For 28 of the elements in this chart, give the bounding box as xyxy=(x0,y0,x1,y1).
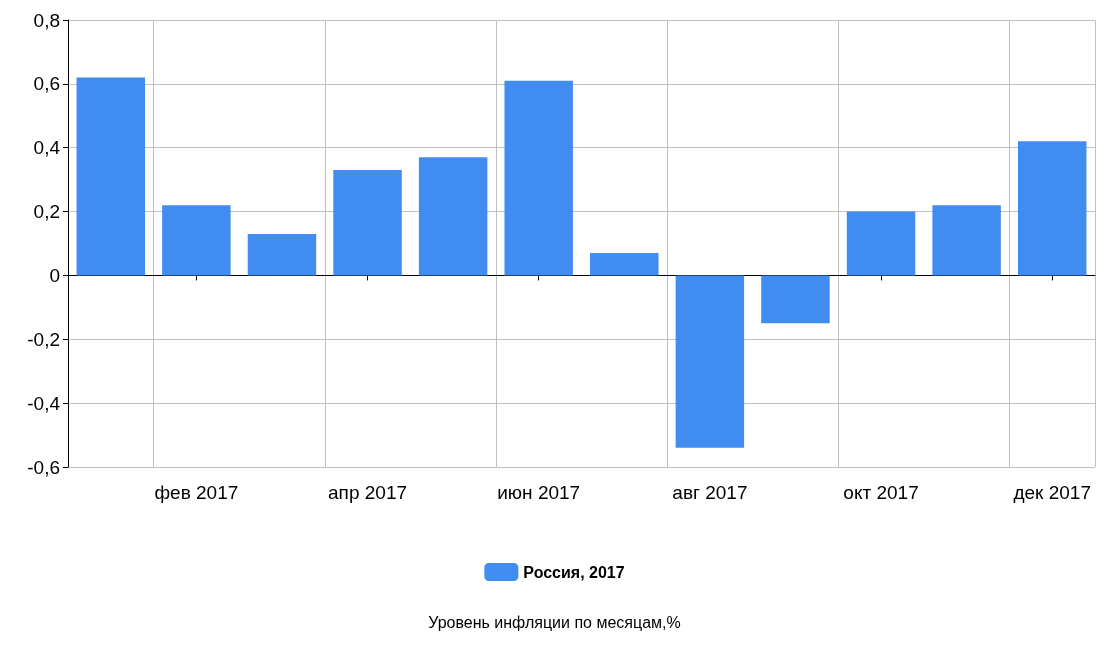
y-tick-label: 0,8 xyxy=(33,9,60,31)
bar xyxy=(846,211,916,276)
bar xyxy=(590,253,659,276)
legend-label: Россия, 2017 xyxy=(523,563,625,581)
bar xyxy=(247,233,317,276)
x-tick-label: дек 2017 xyxy=(1013,482,1091,503)
x-tick-label: апр 2017 xyxy=(328,482,408,503)
x-tick-label: фев 2017 xyxy=(154,482,239,503)
x-tick-label: авг 2017 xyxy=(672,482,748,503)
bar xyxy=(932,205,1001,276)
x-tick-label: окт 2017 xyxy=(843,482,919,503)
bar xyxy=(76,77,146,276)
bar xyxy=(418,157,488,276)
bar xyxy=(761,275,830,324)
bar xyxy=(162,205,231,276)
bar xyxy=(675,275,745,448)
y-tick-label: -0,4 xyxy=(27,392,61,414)
bar xyxy=(504,80,573,276)
text: Уровень инфляции по месяцам,% xyxy=(428,613,681,631)
x-tick-label: июн 2017 xyxy=(497,482,581,503)
y-tick-label: 0 xyxy=(49,264,60,286)
bar xyxy=(1017,141,1087,276)
y-tick-label: 0,6 xyxy=(33,73,60,95)
y-tick-label: -0,6 xyxy=(27,456,60,478)
bar xyxy=(333,170,402,276)
y-tick-label: 0,2 xyxy=(33,201,60,223)
y-tick-label: -0,2 xyxy=(27,328,60,350)
y-tick-label: 0,4 xyxy=(33,137,61,159)
